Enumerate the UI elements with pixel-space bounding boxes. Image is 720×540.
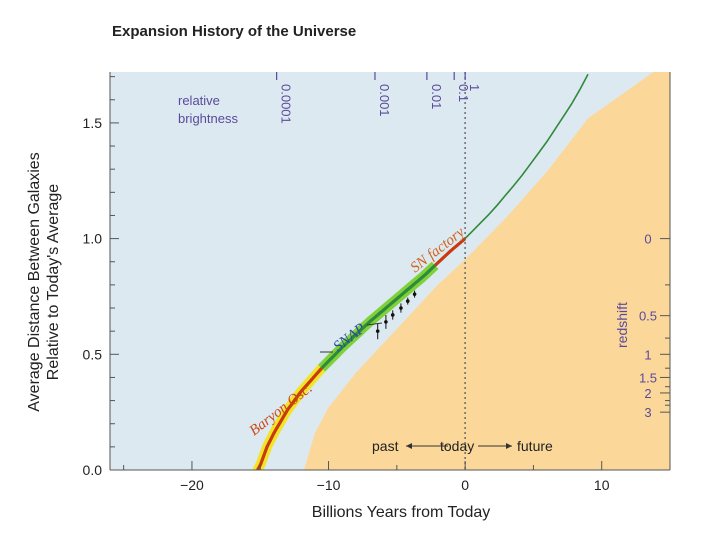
redshift-tick-label: 3 [644,405,651,420]
x-tick-label: −10 [317,477,341,493]
redshift-tick-label: 1.5 [639,370,657,385]
sn-factory-segment [433,237,467,267]
relative-brightness-tick-label: 0.1 [456,84,471,102]
snap-data-point [375,329,380,333]
relative-brightness-tick-label: 0.01 [429,84,444,109]
future-arrow-head [506,443,512,449]
redshift-ticks: 0 0.5 1 1.52 3 [639,232,670,420]
past-arrow-head [406,443,412,449]
x-tick-label: −20 [180,477,204,493]
axes: −20 −10 0 100.00.51.01.5 [83,72,671,493]
snap-data-point [412,292,417,296]
future-label: future [517,438,553,454]
today-label: today [440,438,474,454]
snap-data-point [405,299,410,303]
redshift-tick-label: 2 [644,386,651,401]
snap-data-point [399,306,403,310]
past-label: past [372,438,399,454]
future-region [303,72,670,470]
x-axis-label: Billions Years from Today [312,504,490,521]
relative-brightness-tick-label: 1 [467,84,482,91]
snap-data-point [384,320,388,324]
snap-data-points [375,290,417,340]
y-axis-label-line2: Relative to Today's Average [45,184,62,380]
redshift-tick-label: 0 [644,232,651,247]
x-tick-label: 0 [461,477,469,493]
snap-segment [320,264,437,370]
baryon-segment [256,367,323,470]
y-axis-label-line1: Average Distance Between Galaxies [26,152,43,411]
redshift-tick-label: 0.5 [639,309,657,324]
y-tick-label: 1.0 [83,231,103,247]
curve-group [252,73,589,470]
redshift-tick-label: 1 [644,347,651,362]
relative-brightness-label-1: relative [178,93,220,108]
y-tick-label: 1.5 [83,115,103,131]
relative-brightness-label-2: brightness [178,111,238,126]
snap-data-point [390,313,395,317]
snap-marker-line-mid [366,322,383,326]
y-tick-label: 0.5 [83,346,103,362]
relative-brightness-tick-label: 0.0001 [279,84,294,124]
chart-title: Expansion History of the Universe [112,23,356,40]
relative-brightness-ticks: 0.0001 0.001 0.01 0.11 [276,72,482,124]
redshift-label: redshift [614,302,630,348]
relative-brightness-tick-label: 0.001 [377,84,392,117]
x-tick-label: 10 [594,477,610,493]
y-tick-label: 0.0 [83,462,103,478]
